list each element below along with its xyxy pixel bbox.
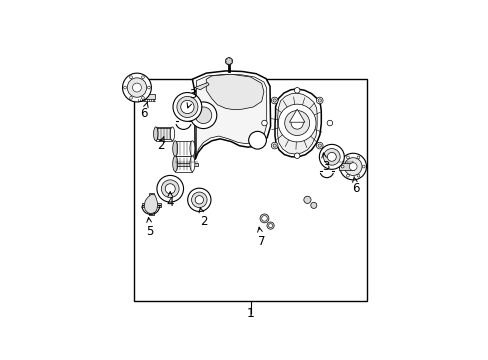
Text: 3: 3 bbox=[321, 153, 328, 173]
Text: 2: 2 bbox=[157, 136, 164, 152]
Circle shape bbox=[165, 184, 175, 194]
Circle shape bbox=[129, 76, 132, 78]
Circle shape bbox=[327, 152, 336, 161]
Circle shape bbox=[326, 120, 332, 126]
Circle shape bbox=[141, 76, 144, 78]
Circle shape bbox=[362, 165, 365, 168]
Polygon shape bbox=[175, 141, 192, 156]
Circle shape bbox=[190, 102, 216, 129]
Circle shape bbox=[339, 153, 366, 180]
Circle shape bbox=[122, 73, 151, 102]
Ellipse shape bbox=[172, 141, 177, 156]
Circle shape bbox=[278, 104, 315, 142]
Polygon shape bbox=[149, 193, 153, 215]
Polygon shape bbox=[274, 89, 321, 157]
Circle shape bbox=[173, 93, 202, 121]
Circle shape bbox=[268, 224, 272, 228]
Ellipse shape bbox=[172, 156, 177, 172]
Text: 5: 5 bbox=[146, 217, 154, 238]
Circle shape bbox=[317, 99, 321, 102]
Polygon shape bbox=[138, 94, 155, 99]
Polygon shape bbox=[144, 194, 158, 214]
Circle shape bbox=[356, 156, 359, 159]
Text: 7: 7 bbox=[257, 227, 265, 248]
Polygon shape bbox=[156, 127, 172, 141]
Circle shape bbox=[187, 188, 210, 211]
Circle shape bbox=[191, 192, 207, 208]
Polygon shape bbox=[339, 163, 353, 170]
Text: 3: 3 bbox=[187, 88, 196, 108]
Polygon shape bbox=[175, 163, 198, 166]
Ellipse shape bbox=[189, 156, 195, 172]
Circle shape bbox=[290, 117, 303, 129]
Circle shape bbox=[181, 100, 194, 114]
Circle shape bbox=[266, 222, 274, 229]
Circle shape bbox=[260, 214, 268, 223]
Circle shape bbox=[317, 144, 321, 147]
Circle shape bbox=[294, 153, 299, 158]
Circle shape bbox=[316, 142, 323, 149]
Ellipse shape bbox=[170, 127, 174, 141]
Ellipse shape bbox=[189, 141, 195, 156]
Polygon shape bbox=[194, 82, 208, 90]
Circle shape bbox=[195, 107, 211, 123]
Circle shape bbox=[157, 175, 183, 202]
Circle shape bbox=[271, 97, 277, 104]
Circle shape bbox=[132, 83, 141, 92]
Text: 2: 2 bbox=[199, 208, 207, 228]
Circle shape bbox=[316, 97, 323, 104]
Polygon shape bbox=[142, 203, 160, 207]
Circle shape bbox=[261, 120, 267, 126]
Ellipse shape bbox=[153, 127, 158, 141]
Circle shape bbox=[177, 96, 198, 117]
Circle shape bbox=[341, 165, 344, 168]
Text: 6: 6 bbox=[351, 177, 359, 195]
Circle shape bbox=[147, 86, 150, 89]
Circle shape bbox=[356, 174, 359, 177]
Circle shape bbox=[248, 131, 266, 149]
Text: 4: 4 bbox=[166, 192, 174, 209]
Circle shape bbox=[225, 58, 232, 65]
Circle shape bbox=[348, 163, 356, 170]
Text: 6: 6 bbox=[140, 102, 148, 120]
Circle shape bbox=[303, 196, 310, 203]
Polygon shape bbox=[196, 74, 266, 156]
Circle shape bbox=[346, 174, 348, 177]
Circle shape bbox=[261, 216, 267, 221]
Circle shape bbox=[294, 87, 299, 93]
Circle shape bbox=[161, 180, 179, 198]
Circle shape bbox=[123, 86, 126, 89]
Bar bbox=[134, 79, 366, 301]
Circle shape bbox=[284, 111, 309, 135]
Circle shape bbox=[129, 96, 132, 99]
Polygon shape bbox=[277, 93, 317, 154]
Circle shape bbox=[271, 142, 277, 149]
Circle shape bbox=[272, 99, 276, 102]
Polygon shape bbox=[289, 109, 305, 122]
Circle shape bbox=[323, 149, 340, 165]
Polygon shape bbox=[192, 71, 270, 159]
Circle shape bbox=[346, 156, 348, 159]
Circle shape bbox=[141, 96, 144, 99]
Polygon shape bbox=[175, 156, 192, 172]
Circle shape bbox=[195, 195, 203, 204]
Circle shape bbox=[127, 78, 146, 97]
Circle shape bbox=[310, 202, 316, 208]
Circle shape bbox=[344, 158, 361, 175]
Polygon shape bbox=[206, 74, 264, 110]
Circle shape bbox=[272, 144, 276, 147]
Polygon shape bbox=[157, 128, 171, 139]
Circle shape bbox=[319, 144, 344, 169]
Text: 1: 1 bbox=[246, 307, 254, 320]
